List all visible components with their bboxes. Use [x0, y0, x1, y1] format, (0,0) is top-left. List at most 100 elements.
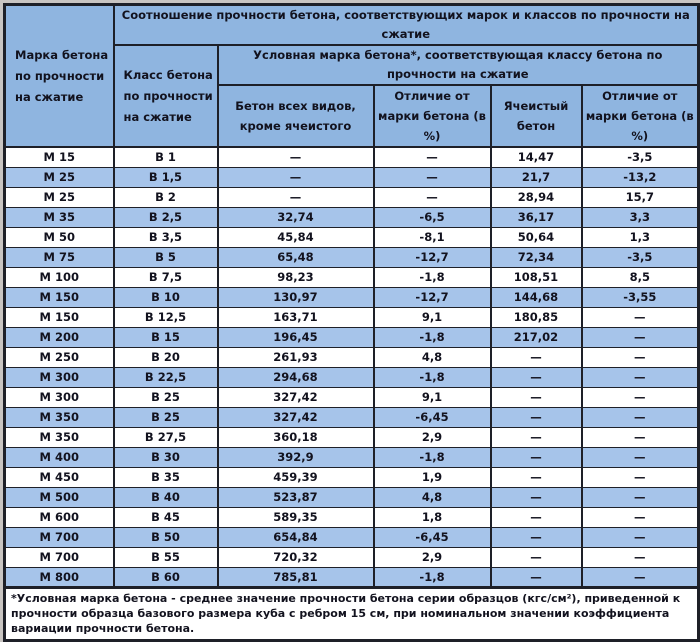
- cell-class: В 27,5: [112, 426, 219, 448]
- cell-mark: М 600: [3, 506, 115, 528]
- cell-cellular-value: —: [489, 506, 583, 528]
- cell-mark: М 800: [3, 566, 115, 588]
- cell-diff-1: 4,8: [372, 486, 492, 508]
- table-row: М 350 В 27,5 360,18 2,9— —: [3, 426, 700, 448]
- cell-cellular-value: 108,51: [489, 266, 583, 288]
- cell-class: В 10: [112, 286, 219, 308]
- cell-cellular-value: 28,94: [489, 186, 583, 208]
- cell-mark: М 350: [3, 426, 115, 448]
- cell-all-types-value: —: [216, 166, 375, 188]
- cell-cellular-value: 50,64: [489, 226, 583, 248]
- cell-cellular-value: —: [489, 466, 583, 488]
- cell-class: В 60: [112, 566, 219, 588]
- cell-cellular-value: 72,34: [489, 246, 583, 268]
- cell-class: В 55: [112, 546, 219, 568]
- cell-mark: М 25: [3, 186, 115, 208]
- cell-cellular-value: 14,47: [489, 146, 583, 168]
- cell-class: В 3,5: [112, 226, 219, 248]
- cell-all-types-value: 32,74: [216, 206, 375, 228]
- table-row: М 300 В 22,5 294,68 -1,8— —: [3, 366, 700, 388]
- cell-class: В 50: [112, 526, 219, 548]
- cell-all-types-value: 523,87: [216, 486, 375, 508]
- cell-mark: М 15: [3, 146, 115, 168]
- cell-all-types-value: 785,81: [216, 566, 375, 588]
- cell-class: В 1,5: [112, 166, 219, 188]
- cell-cellular-value: 180,85: [489, 306, 583, 328]
- cell-diff-2: —: [580, 546, 700, 568]
- table-row: М 500 В 40 523,87 4,8— —: [3, 486, 700, 508]
- cell-diff-2: —: [580, 486, 700, 508]
- cell-diff-2: —: [580, 506, 700, 528]
- cell-all-types-value: 360,18: [216, 426, 375, 448]
- cell-diff-2: 15,7: [580, 186, 700, 208]
- cell-class: В 5: [112, 246, 219, 268]
- cell-diff-2: —: [580, 406, 700, 428]
- cell-diff-2: —: [580, 526, 700, 548]
- column-header-diff-from-mark-2: Отличие от марки бетона (в %): [580, 84, 700, 148]
- cell-all-types-value: 65,48: [216, 246, 375, 268]
- cell-class: В 30: [112, 446, 219, 468]
- cell-mark: М 450: [3, 466, 115, 488]
- cell-cellular-value: —: [489, 386, 583, 408]
- cell-cellular-value: 21,7: [489, 166, 583, 188]
- cell-diff-1: 2,9: [372, 426, 492, 448]
- table-row: М 300 В 25 327,42 9,1— —: [3, 386, 700, 408]
- table-row: М 700 В 50 654,84 -6,45— —: [3, 526, 700, 548]
- cell-class: В 25: [112, 386, 219, 408]
- table-row: М 35 В 2,5 32,74 -6,5 36,17 3,3: [3, 206, 700, 228]
- cell-class: В 15: [112, 326, 219, 348]
- cell-diff-1: 1,9: [372, 466, 492, 488]
- table-row: М 800 В 60 785,81 -1,8— —: [3, 566, 700, 588]
- cell-all-types-value: —: [216, 186, 375, 208]
- cell-diff-2: -3,55: [580, 286, 700, 308]
- table-row: М 75 В 5 65,48 -12,7 72,34 -3,5: [3, 246, 700, 268]
- table-row: М 350 В 25 327,42 -6,45— —: [3, 406, 700, 428]
- cell-diff-1: -12,7: [372, 246, 492, 268]
- cell-class: В 45: [112, 506, 219, 528]
- cell-class: В 25: [112, 406, 219, 428]
- cell-mark: М 300: [3, 366, 115, 388]
- column-header-diff-from-mark-1: Отличие от марки бетона (в %): [372, 84, 492, 148]
- table-header: Марка бетона по прочности на сжатие Соот…: [3, 3, 700, 148]
- cell-diff-2: -3,5: [580, 246, 700, 268]
- cell-diff-2: -3,5: [580, 146, 700, 168]
- table-row: М 400 В 30 392,9 -1,8— —: [3, 446, 700, 468]
- cell-mark: М 250: [3, 346, 115, 368]
- cell-class: В 1: [112, 146, 219, 168]
- column-header-class: Класс бетона по прочности на сжатие: [112, 44, 219, 148]
- cell-class: В 35: [112, 466, 219, 488]
- cell-class: В 2: [112, 186, 219, 208]
- footnote: *Условная марка бетона - среднее значени…: [2, 585, 700, 642]
- cell-cellular-value: —: [489, 346, 583, 368]
- cell-diff-1: -1,8: [372, 446, 492, 468]
- cell-cellular-value: —: [489, 366, 583, 388]
- table-footer: *Условная марка бетона - среднее значени…: [2, 585, 700, 642]
- cell-diff-1: -8,1: [372, 226, 492, 248]
- cell-diff-2: —: [580, 466, 700, 488]
- cell-diff-1: —: [372, 146, 492, 168]
- cell-mark: М 350: [3, 406, 115, 428]
- cell-all-types-value: 589,35: [216, 506, 375, 528]
- cell-all-types-value: 163,71: [216, 306, 375, 328]
- cell-diff-1: 9,1: [372, 386, 492, 408]
- cell-cellular-value: —: [489, 566, 583, 588]
- cell-class: В 2,5: [112, 206, 219, 228]
- cell-diff-2: 3,3: [580, 206, 700, 228]
- cell-diff-1: -1,8: [372, 366, 492, 388]
- cell-cellular-value: —: [489, 426, 583, 448]
- cell-class: В 7,5: [112, 266, 219, 288]
- cell-class: В 22,5: [112, 366, 219, 388]
- table-row: М 200 В 15 196,45 -1,8 217,02—: [3, 326, 700, 348]
- cell-mark: М 50: [3, 226, 115, 248]
- table-row: М 450 В 35 459,39 1,9— —: [3, 466, 700, 488]
- cell-cellular-value: —: [489, 406, 583, 428]
- cell-all-types-value: 98,23: [216, 266, 375, 288]
- cell-cellular-value: —: [489, 446, 583, 468]
- cell-all-types-value: 459,39: [216, 466, 375, 488]
- cell-mark: М 300: [3, 386, 115, 408]
- cell-diff-1: -6,45: [372, 406, 492, 428]
- cell-all-types-value: 654,84: [216, 526, 375, 548]
- table-body: М 15 В 1— —14,47 -3,5 М 25 В 1,5— —21,7 -13,2 М …: [3, 146, 700, 588]
- cell-all-types-value: 720,32: [216, 546, 375, 568]
- cell-mark: М 200: [3, 326, 115, 348]
